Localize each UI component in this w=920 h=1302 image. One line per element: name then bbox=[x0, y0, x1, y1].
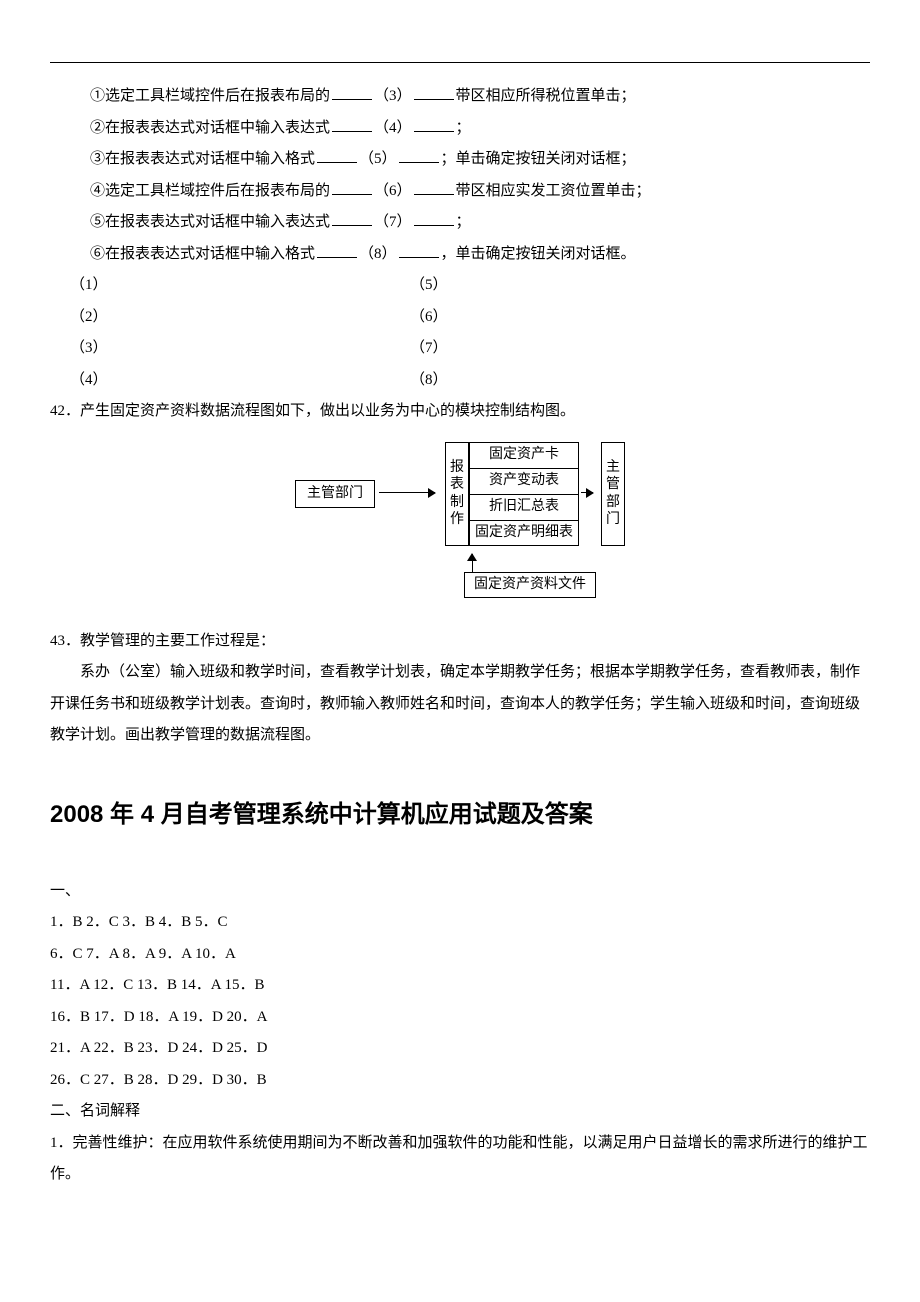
answer-line: 6．C 7．A 8．A 9．A 10．A bbox=[50, 939, 870, 971]
blank-num: （6） bbox=[374, 183, 412, 199]
arrow-right-icon bbox=[375, 492, 445, 546]
instruction-line: ⑤在报表表达式对话框中输入表达式 （7） ； bbox=[90, 207, 870, 239]
vtext: 主 bbox=[606, 459, 620, 477]
answer-pair-row: （3） （7） bbox=[50, 333, 870, 365]
blank bbox=[332, 85, 372, 100]
node-file: 固定资产资料文件 bbox=[464, 572, 596, 598]
text: ⑤在报表表达式对话框中输入表达式 bbox=[90, 214, 330, 230]
vtext: 作 bbox=[450, 511, 464, 529]
pair-right: （7） bbox=[410, 333, 448, 365]
answer-line: 11．A 12．C 13．B 14．A 15．B bbox=[50, 970, 870, 1002]
node-mgmt: 主 管 部 门 bbox=[601, 442, 625, 546]
node-stack: 固定资产卡 资产变动表 折旧汇总表 固定资产明细表 bbox=[469, 442, 579, 546]
blank bbox=[414, 85, 454, 100]
blank bbox=[317, 243, 357, 258]
definition-text: 1．完善性维护：在应用软件系统使用期间为不断改善和加强软件的功能和性能，以满足用… bbox=[50, 1128, 870, 1191]
text: ，单击确定按钮关闭对话框。 bbox=[441, 246, 636, 262]
pair-left: （3） bbox=[70, 333, 410, 365]
instruction-line: ①选定工具栏域控件后在报表布局的 （3） 带区相应所得税位置单击； bbox=[90, 81, 870, 113]
text: ⑥在报表表达式对话框中输入格式 bbox=[90, 246, 315, 262]
text: 带区相应实发工资位置单击； bbox=[456, 183, 651, 199]
vtext: 部 bbox=[606, 494, 620, 512]
stack-item: 折旧汇总表 bbox=[469, 494, 579, 520]
instruction-line: ④选定工具栏域控件后在报表布局的 （6） 带区相应实发工资位置单击； bbox=[90, 176, 870, 208]
text: ；单击确定按钮关闭对话框； bbox=[441, 151, 636, 167]
text: ； bbox=[456, 120, 471, 136]
blank-num: （8） bbox=[359, 246, 397, 262]
pair-right: （6） bbox=[410, 302, 448, 334]
text: ②在报表表达式对话框中输入表达式 bbox=[90, 120, 330, 136]
section-heading: 一、 bbox=[50, 876, 870, 908]
vtext: 门 bbox=[606, 511, 620, 529]
blank-num: （3） bbox=[374, 88, 412, 104]
instruction-line: ②在报表表达式对话框中输入表达式 （4） ； bbox=[90, 113, 870, 145]
blank bbox=[332, 211, 372, 226]
instruction-block: ①选定工具栏域控件后在报表布局的 （3） 带区相应所得税位置单击； ②在报表表达式对… bbox=[50, 81, 870, 270]
blank-num: （5） bbox=[359, 151, 397, 167]
answer-pair-row: （4） （8） bbox=[50, 365, 870, 397]
arrow-right-icon bbox=[579, 492, 601, 546]
blank bbox=[317, 148, 357, 163]
blank-num: （4） bbox=[374, 120, 412, 136]
horizontal-rule bbox=[50, 62, 870, 63]
pair-left: （1） bbox=[70, 270, 410, 302]
section-heading: 二、名词解释 bbox=[50, 1096, 870, 1128]
text: ； bbox=[456, 214, 471, 230]
instruction-line: ③在报表表达式对话框中输入格式 （5） ；单击确定按钮关闭对话框； bbox=[90, 144, 870, 176]
text: ④选定工具栏域控件后在报表布局的 bbox=[90, 183, 330, 199]
arrow-up-icon bbox=[465, 546, 479, 572]
pair-left: （2） bbox=[70, 302, 410, 334]
blank bbox=[332, 180, 372, 195]
flow-diagram: 主管部门 报 表 制 作 固定资产卡 资产变动表 折旧汇总表 固定资产明细表 主… bbox=[235, 442, 685, 598]
question-43-head: 43．教学管理的主要工作过程是： bbox=[50, 626, 870, 658]
vtext: 表 bbox=[450, 476, 464, 494]
vtext: 报 bbox=[450, 459, 464, 477]
blank bbox=[399, 243, 439, 258]
vtext: 制 bbox=[450, 494, 464, 512]
answer-pair-row: （2） （6） bbox=[50, 302, 870, 334]
answer-line: 21．A 22．B 23．D 24．D 25．D bbox=[50, 1033, 870, 1065]
blank bbox=[414, 117, 454, 132]
blank bbox=[332, 117, 372, 132]
answer-line: 16．B 17．D 18．A 19．D 20．A bbox=[50, 1002, 870, 1034]
doc-title: 2008 年 4 月自考管理系统中计算机应用试题及答案 bbox=[50, 790, 870, 840]
question-42: 42．产生固定资产资料数据流程图如下，做出以业务为中心的模块控制结构图。 bbox=[50, 396, 870, 428]
answer-line: 1．B 2．C 3．B 4．B 5．C bbox=[50, 907, 870, 939]
pair-right: （8） bbox=[410, 365, 448, 397]
text: ①选定工具栏域控件后在报表布局的 bbox=[90, 88, 330, 104]
vtext: 管 bbox=[606, 476, 620, 494]
pair-right: （5） bbox=[410, 270, 448, 302]
blank bbox=[399, 148, 439, 163]
text: 带区相应所得税位置单击； bbox=[456, 88, 636, 104]
question-43-body: 系办（公室）输入班级和教学时间，查看教学计划表，确定本学期教学任务；根据本学期教… bbox=[50, 657, 870, 752]
blank-num: （7） bbox=[374, 214, 412, 230]
text: ③在报表表达式对话框中输入格式 bbox=[90, 151, 315, 167]
pair-left: （4） bbox=[70, 365, 410, 397]
answer-pair-row: （1） （5） bbox=[50, 270, 870, 302]
answer-line: 26．C 27．B 28．D 29．D 30．B bbox=[50, 1065, 870, 1097]
stack-item: 固定资产明细表 bbox=[469, 520, 579, 546]
blank bbox=[414, 180, 454, 195]
node-main-dept: 主管部门 bbox=[295, 480, 375, 508]
stack-item: 固定资产卡 bbox=[469, 442, 579, 468]
blank bbox=[414, 211, 454, 226]
instruction-line: ⑥在报表表达式对话框中输入格式 （8） ，单击确定按钮关闭对话框。 bbox=[90, 239, 870, 271]
stack-item: 资产变动表 bbox=[469, 468, 579, 494]
node-report: 报 表 制 作 bbox=[445, 442, 469, 546]
